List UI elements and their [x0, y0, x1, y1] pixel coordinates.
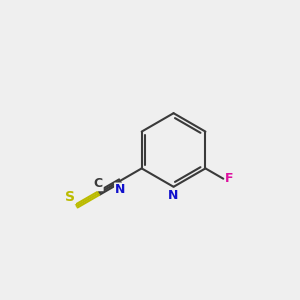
Text: N: N [168, 189, 179, 202]
Text: C: C [94, 178, 103, 190]
Text: S: S [65, 190, 75, 204]
Text: N: N [115, 183, 125, 196]
Text: F: F [225, 172, 233, 185]
